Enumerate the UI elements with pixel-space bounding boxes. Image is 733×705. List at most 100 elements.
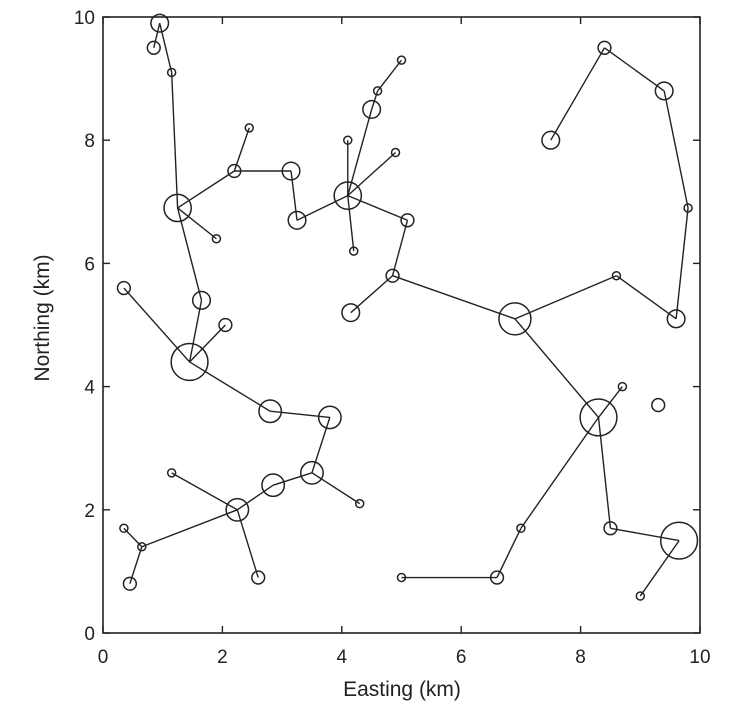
network-edge (171, 472, 238, 511)
network-edge (370, 90, 379, 110)
network-edge (189, 324, 226, 363)
data-point (651, 397, 666, 413)
data-point (611, 270, 622, 281)
data-point (261, 473, 286, 498)
data-point (166, 67, 177, 78)
data-point (343, 135, 353, 145)
network-edge (270, 410, 330, 419)
data-point (146, 40, 161, 55)
data-point (385, 268, 400, 283)
network-edge (610, 527, 680, 542)
data-point (516, 523, 526, 534)
x-tick-label: 2 (217, 647, 228, 668)
data-point (541, 130, 561, 150)
data-point (341, 303, 361, 323)
network-edge (597, 386, 623, 418)
data-point (635, 591, 646, 601)
x-axis-label: Easting (km) (343, 678, 461, 701)
network-edge (392, 275, 516, 320)
network-edge (141, 509, 238, 548)
data-point (654, 81, 674, 101)
network-edge (177, 170, 235, 209)
network-edge (520, 416, 600, 529)
data-point (372, 86, 383, 96)
network-edge (604, 47, 665, 92)
data-point (122, 576, 138, 591)
data-point (659, 521, 699, 560)
ticks-layer: 0 2 4 6 8 10 0 2 4 6 8 10 (74, 8, 711, 668)
network-edge (236, 484, 274, 511)
plot-frame (102, 16, 701, 634)
x-tick-label: 6 (456, 647, 467, 668)
x-tick-label: 0 (98, 647, 109, 668)
data-point (597, 40, 612, 55)
network-edge (311, 417, 331, 474)
data-point (227, 163, 242, 179)
data-point (116, 280, 132, 296)
network-edge (391, 220, 409, 276)
data-point (258, 399, 283, 424)
network-edge (496, 527, 522, 578)
data-point (137, 542, 147, 552)
data-point (317, 405, 342, 430)
x-tick-label: 4 (337, 647, 348, 668)
network-edge (188, 300, 203, 363)
data-point (251, 570, 266, 585)
network-edge (177, 207, 217, 240)
data-point (390, 147, 401, 158)
network-edge (233, 127, 250, 172)
data-point (287, 210, 307, 230)
x-tick-label: 10 (689, 647, 710, 668)
network-edge (347, 109, 373, 196)
data-point (400, 213, 415, 228)
data-point (666, 309, 686, 329)
data-point (489, 570, 505, 585)
network-edge (616, 275, 677, 320)
nodes-layer (116, 13, 699, 601)
y-tick-label: 10 (74, 8, 95, 29)
network-edge (347, 195, 355, 252)
data-point (348, 246, 359, 256)
data-point (683, 203, 693, 213)
network-edge (550, 47, 606, 141)
network-edge (347, 194, 408, 221)
data-point (617, 381, 628, 392)
y-tick-label: 8 (84, 131, 95, 152)
data-point (150, 13, 170, 33)
network-edge (514, 275, 617, 320)
y-tick-label: 4 (84, 378, 95, 399)
y-tick-label: 2 (84, 501, 95, 522)
y-tick-label: 6 (84, 254, 95, 275)
data-point (498, 302, 532, 336)
network-edge (675, 207, 689, 319)
data-point (603, 521, 618, 536)
data-point (300, 460, 324, 485)
network-edge (123, 287, 191, 363)
data-point (170, 342, 209, 382)
network-edge (663, 90, 689, 209)
data-point (191, 290, 212, 310)
data-point (166, 468, 177, 478)
y-tick-label: 0 (84, 624, 95, 645)
network-edge (189, 361, 271, 412)
data-point (579, 398, 618, 437)
data-point (211, 234, 222, 244)
data-point (354, 498, 365, 509)
x-tick-label: 8 (575, 647, 586, 668)
y-axis-label: Northing (km) (31, 254, 54, 381)
data-point (281, 161, 301, 181)
data-point (396, 572, 407, 583)
data-point (225, 497, 250, 522)
network-edge (347, 152, 396, 197)
network-edge (170, 72, 179, 208)
data-point (163, 193, 192, 223)
network-edge (639, 540, 680, 597)
data-point (333, 181, 363, 210)
network-edge (176, 207, 203, 301)
network-edge (272, 472, 313, 486)
network-edge (153, 22, 161, 48)
network-edge (377, 59, 403, 92)
data-point (119, 523, 129, 534)
edges-layer (123, 22, 689, 597)
network-edge (311, 472, 361, 505)
